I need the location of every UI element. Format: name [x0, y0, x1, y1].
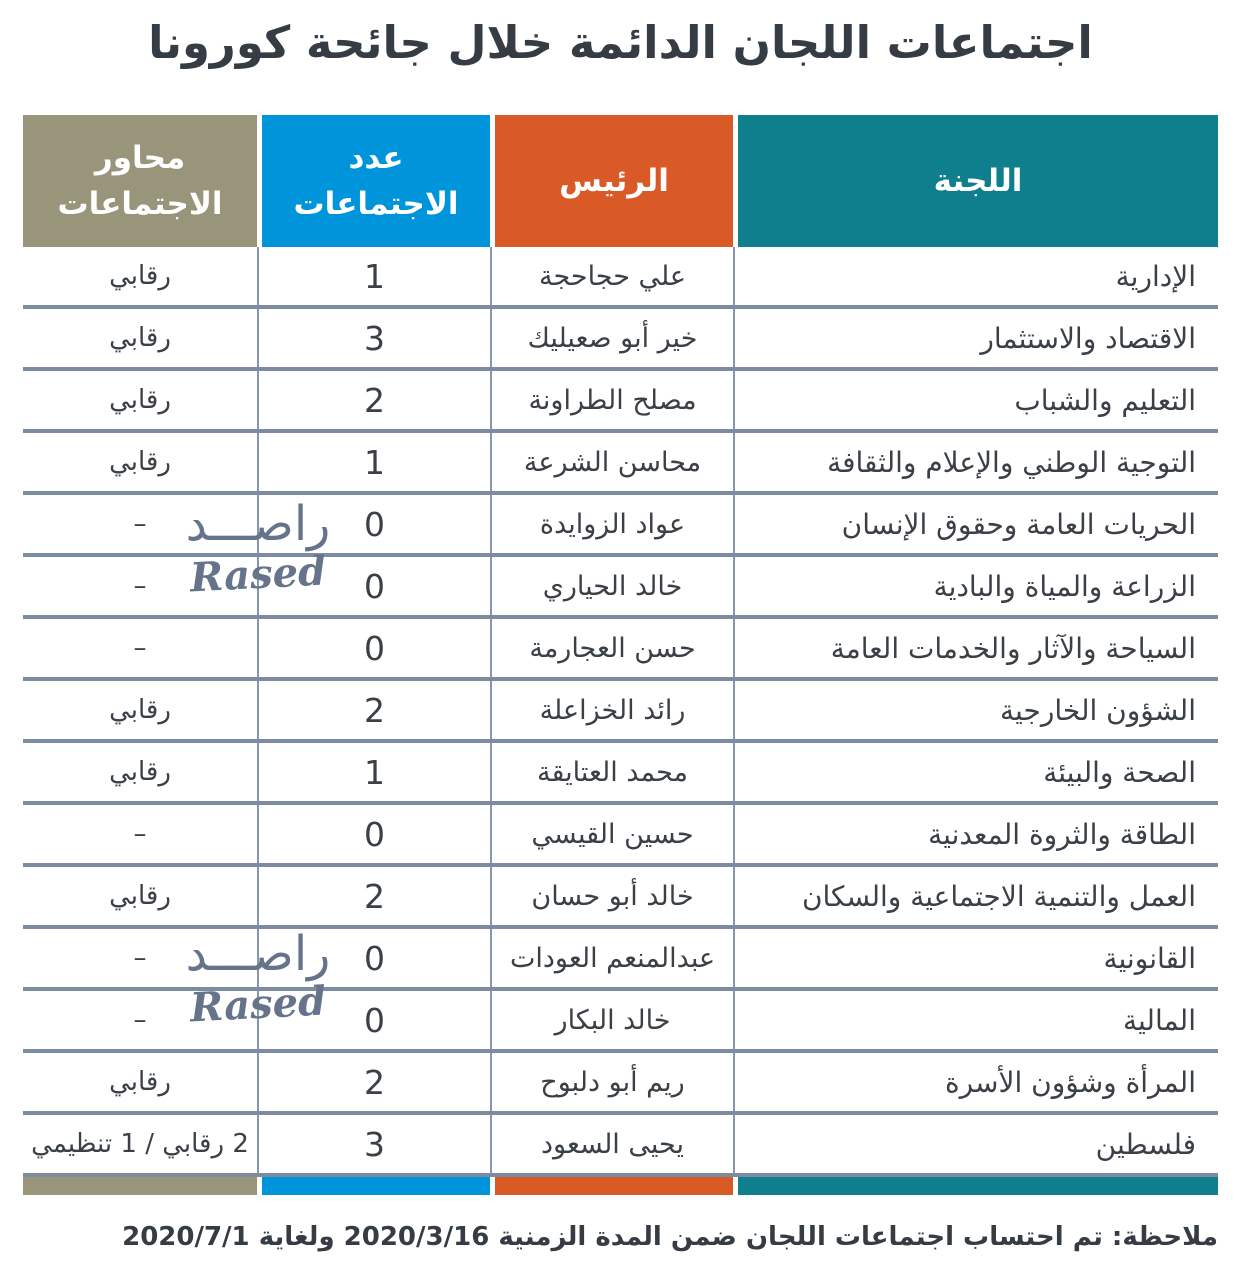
chairman-cell: محمد العتايقة: [490, 743, 733, 801]
committee-cell: التوجية الوطني والإعلام والثقافة: [733, 433, 1218, 491]
committee-cell: المالية: [733, 991, 1218, 1049]
meetings-count-cell: 3: [257, 309, 490, 367]
meeting-type-cell: رقابي: [109, 261, 171, 291]
chairman-cell: خالد أبو حسان: [490, 867, 733, 925]
table-row: المالية خالد البكار 0 –: [23, 991, 1218, 1053]
table-row: العمل والتنمية الاجتماعية والسكان خالد أ…: [23, 867, 1218, 929]
table-row: الطاقة والثروة المعدنية حسين القيسي 0 –: [23, 805, 1218, 867]
meetings-count-cell: 2: [257, 371, 490, 429]
footer-bar-teal: [733, 1177, 1218, 1195]
meetings-count-cell: 2: [257, 681, 490, 739]
meetings-count-cell: 1: [257, 433, 490, 491]
chairman-cell: عواد الزوايدة: [490, 495, 733, 553]
header-chairman: الرئيس: [490, 115, 733, 247]
table-row: المرأة وشؤون الأسرة ريم أبو دلبوح 2 رقاب…: [23, 1053, 1218, 1115]
meetings-count-cell: 1: [257, 247, 490, 305]
footer-bar-orange: [490, 1177, 733, 1195]
chairman-cell: محاسن الشرعة: [490, 433, 733, 491]
meeting-type-cell: –: [133, 571, 147, 601]
table-row: السياحة والآثار والخدمات العامة حسن العج…: [23, 619, 1218, 681]
table-row: الزراعة والمياة والبادية خالد الحياري 0 …: [23, 557, 1218, 619]
meetings-count-cell: 0: [257, 929, 490, 987]
table-body: الإدارية علي حجاحجة 1 رقابي الاقتصاد وال…: [23, 247, 1218, 1177]
meeting-type-cell: رقابي: [109, 385, 171, 415]
meetings-count-cell: 3: [257, 1115, 490, 1173]
committee-cell: الصحة والبيئة: [733, 743, 1218, 801]
chairman-cell: حسن العجارمة: [490, 619, 733, 677]
meetings-count-cell: 2: [257, 867, 490, 925]
chairman-cell: عبدالمنعم العودات: [490, 929, 733, 987]
meeting-type-cell: –: [133, 509, 147, 539]
committees-table: اللجنة الرئيس عدد الاجتماعات محاور الاجت…: [23, 115, 1218, 1195]
meeting-type-cell: رقابي: [109, 323, 171, 353]
chairman-cell: مصلح الطراونة: [490, 371, 733, 429]
table-row: الحريات العامة وحقوق الإنسان عواد الزواي…: [23, 495, 1218, 557]
table-row: فلسطين يحيى السعود 3 2 رقابي / 1 تنظيمي: [23, 1115, 1218, 1177]
table-row: الإدارية علي حجاحجة 1 رقابي: [23, 247, 1218, 309]
meetings-count-cell: 0: [257, 619, 490, 677]
footer-bar-olive: [23, 1177, 257, 1195]
committee-cell: فلسطين: [733, 1115, 1218, 1173]
page-title: اجتماعات اللجان الدائمة خلال جائحة كورون…: [148, 16, 1093, 69]
meeting-type-cell: –: [133, 633, 147, 663]
header-committee: اللجنة: [733, 115, 1218, 247]
committee-cell: الاقتصاد والاستثمار: [733, 309, 1218, 367]
table-row: التعليم والشباب مصلح الطراونة 2 رقابي: [23, 371, 1218, 433]
table-row: الاقتصاد والاستثمار خير أبو صعيليك 3 رقا…: [23, 309, 1218, 371]
footer-bar-blue: [257, 1177, 490, 1195]
table-row: الشؤون الخارجية رائد الخزاعلة 2 رقابي: [23, 681, 1218, 743]
committee-cell: العمل والتنمية الاجتماعية والسكان: [733, 867, 1218, 925]
meeting-type-cell: رقابي: [109, 881, 171, 911]
table-row: التوجية الوطني والإعلام والثقافة محاسن ا…: [23, 433, 1218, 495]
meetings-count-cell: 0: [257, 557, 490, 615]
meeting-type-cell: –: [133, 943, 147, 973]
meetings-count-cell: 0: [257, 495, 490, 553]
chairman-cell: ريم أبو دلبوح: [490, 1053, 733, 1111]
chairman-cell: خير أبو صعيليك: [490, 309, 733, 367]
chairman-cell: علي حجاحجة: [490, 247, 733, 305]
chairman-cell: خالد البكار: [490, 991, 733, 1049]
table-row: الصحة والبيئة محمد العتايقة 1 رقابي: [23, 743, 1218, 805]
meetings-count-cell: 0: [257, 991, 490, 1049]
committee-cell: الإدارية: [733, 247, 1218, 305]
meeting-type-cell: رقابي: [109, 695, 171, 725]
chairman-cell: حسين القيسي: [490, 805, 733, 863]
committee-cell: الحريات العامة وحقوق الإنسان: [733, 495, 1218, 553]
meeting-type-cell: –: [133, 1005, 147, 1035]
table-row: القانونية عبدالمنعم العودات 0 –: [23, 929, 1218, 991]
meetings-count-cell: 1: [257, 743, 490, 801]
footnote: ملاحظة: تم احتساب اجتماعات اللجان ضمن ال…: [122, 1222, 1218, 1252]
header-meeting-topics: محاور الاجتماعات: [23, 115, 257, 247]
header-meetings-count: عدد الاجتماعات: [257, 115, 490, 247]
committee-cell: القانونية: [733, 929, 1218, 987]
table-header-row: اللجنة الرئيس عدد الاجتماعات محاور الاجت…: [23, 115, 1218, 247]
meeting-type-cell: رقابي: [109, 757, 171, 787]
meetings-count-cell: 2: [257, 1053, 490, 1111]
chairman-cell: يحيى السعود: [490, 1115, 733, 1173]
meeting-type-cell: رقابي: [109, 447, 171, 477]
committee-cell: الطاقة والثروة المعدنية: [733, 805, 1218, 863]
committee-cell: المرأة وشؤون الأسرة: [733, 1053, 1218, 1111]
committee-cell: التعليم والشباب: [733, 371, 1218, 429]
committee-cell: السياحة والآثار والخدمات العامة: [733, 619, 1218, 677]
chairman-cell: خالد الحياري: [490, 557, 733, 615]
meeting-type-cell: 2 رقابي / 1 تنظيمي: [31, 1129, 249, 1159]
meeting-type-cell: رقابي: [109, 1067, 171, 1097]
meeting-type-cell: –: [133, 819, 147, 849]
committee-cell: الشؤون الخارجية: [733, 681, 1218, 739]
meetings-count-cell: 0: [257, 805, 490, 863]
chairman-cell: رائد الخزاعلة: [490, 681, 733, 739]
committee-cell: الزراعة والمياة والبادية: [733, 557, 1218, 615]
footer-color-bar: [23, 1177, 1218, 1195]
